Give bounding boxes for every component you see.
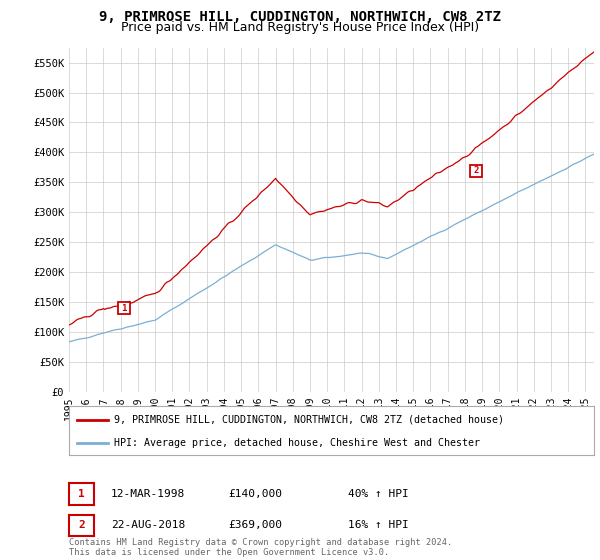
Text: £369,000: £369,000 — [228, 520, 282, 530]
Text: 12-MAR-1998: 12-MAR-1998 — [111, 489, 185, 499]
Text: £140,000: £140,000 — [228, 489, 282, 499]
Text: 16% ↑ HPI: 16% ↑ HPI — [348, 520, 409, 530]
Text: 2: 2 — [473, 166, 478, 175]
Text: HPI: Average price, detached house, Cheshire West and Chester: HPI: Average price, detached house, Ches… — [113, 438, 479, 448]
Text: 40% ↑ HPI: 40% ↑ HPI — [348, 489, 409, 499]
Text: Contains HM Land Registry data © Crown copyright and database right 2024.
This d: Contains HM Land Registry data © Crown c… — [69, 538, 452, 557]
Text: Price paid vs. HM Land Registry's House Price Index (HPI): Price paid vs. HM Land Registry's House … — [121, 21, 479, 34]
Text: 9, PRIMROSE HILL, CUDDINGTON, NORTHWICH, CW8 2TZ: 9, PRIMROSE HILL, CUDDINGTON, NORTHWICH,… — [99, 10, 501, 24]
Text: 22-AUG-2018: 22-AUG-2018 — [111, 520, 185, 530]
Text: 2: 2 — [78, 520, 85, 530]
Text: 1: 1 — [78, 489, 85, 499]
Text: 9, PRIMROSE HILL, CUDDINGTON, NORTHWICH, CW8 2TZ (detached house): 9, PRIMROSE HILL, CUDDINGTON, NORTHWICH,… — [113, 415, 503, 425]
Text: 1: 1 — [121, 304, 127, 312]
